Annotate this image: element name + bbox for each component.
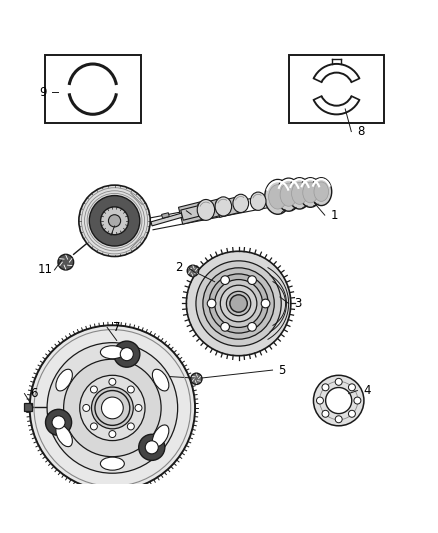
Circle shape	[135, 405, 142, 411]
Circle shape	[322, 410, 329, 417]
Ellipse shape	[100, 346, 124, 359]
Ellipse shape	[311, 177, 332, 206]
Ellipse shape	[152, 425, 169, 447]
Circle shape	[83, 405, 90, 411]
Bar	[216, 197, 241, 217]
Text: 6: 6	[30, 387, 38, 400]
Circle shape	[47, 343, 178, 473]
Ellipse shape	[268, 184, 287, 209]
Text: 4: 4	[363, 384, 371, 397]
Polygon shape	[181, 206, 201, 220]
Circle shape	[354, 397, 361, 404]
Bar	[198, 199, 224, 220]
Circle shape	[80, 375, 145, 441]
Circle shape	[248, 322, 256, 331]
Ellipse shape	[265, 180, 291, 214]
Circle shape	[109, 378, 116, 385]
Circle shape	[186, 251, 291, 356]
Text: 10: 10	[94, 229, 109, 241]
Circle shape	[102, 397, 123, 419]
Circle shape	[220, 285, 257, 322]
Circle shape	[261, 299, 270, 308]
Ellipse shape	[215, 197, 232, 216]
Circle shape	[335, 378, 342, 385]
Text: 5: 5	[279, 364, 286, 377]
Ellipse shape	[100, 457, 124, 470]
Circle shape	[191, 373, 202, 384]
Circle shape	[90, 386, 97, 393]
Ellipse shape	[276, 178, 301, 211]
Ellipse shape	[292, 182, 307, 204]
Text: 11: 11	[37, 263, 53, 277]
Circle shape	[58, 254, 74, 270]
Ellipse shape	[303, 182, 318, 203]
Circle shape	[221, 322, 230, 331]
Circle shape	[145, 441, 158, 454]
Circle shape	[203, 268, 274, 339]
Circle shape	[248, 276, 256, 285]
Circle shape	[139, 434, 165, 461]
Bar	[45, 55, 141, 123]
Circle shape	[30, 325, 195, 491]
Ellipse shape	[56, 425, 72, 447]
Ellipse shape	[314, 182, 328, 201]
Circle shape	[109, 215, 120, 227]
Circle shape	[90, 423, 97, 430]
Bar	[24, 403, 32, 410]
Polygon shape	[151, 213, 183, 226]
Circle shape	[127, 386, 134, 393]
Ellipse shape	[280, 183, 297, 206]
Circle shape	[95, 391, 130, 425]
Bar	[162, 213, 170, 218]
Circle shape	[314, 375, 364, 426]
Circle shape	[92, 387, 133, 429]
Circle shape	[89, 196, 140, 246]
Text: 12: 12	[193, 208, 208, 221]
Text: 2: 2	[175, 261, 183, 274]
Circle shape	[322, 384, 329, 391]
Circle shape	[349, 410, 355, 417]
Text: 8: 8	[357, 125, 364, 138]
Circle shape	[325, 387, 352, 414]
Ellipse shape	[197, 199, 215, 220]
Bar	[289, 55, 385, 123]
Bar	[179, 201, 206, 224]
Circle shape	[52, 416, 65, 429]
Ellipse shape	[300, 177, 321, 207]
Circle shape	[109, 431, 116, 438]
Ellipse shape	[233, 194, 249, 213]
Circle shape	[120, 348, 133, 361]
Circle shape	[207, 299, 216, 308]
Ellipse shape	[251, 192, 266, 211]
Circle shape	[101, 207, 128, 235]
Circle shape	[317, 397, 323, 404]
Circle shape	[46, 409, 72, 435]
Text: 9: 9	[39, 86, 46, 99]
Circle shape	[196, 261, 281, 346]
Circle shape	[79, 185, 150, 256]
Text: 1: 1	[331, 208, 338, 222]
Circle shape	[114, 341, 140, 367]
Circle shape	[215, 279, 262, 327]
Circle shape	[64, 359, 161, 457]
Circle shape	[226, 292, 251, 316]
Text: 7: 7	[113, 321, 120, 334]
Circle shape	[349, 384, 355, 391]
Circle shape	[127, 423, 134, 430]
Ellipse shape	[152, 369, 169, 391]
Circle shape	[221, 276, 230, 285]
Ellipse shape	[288, 177, 311, 209]
Circle shape	[187, 265, 198, 277]
Text: 3: 3	[294, 297, 302, 310]
Circle shape	[230, 295, 247, 312]
Ellipse shape	[56, 369, 72, 391]
Circle shape	[209, 274, 268, 333]
Circle shape	[335, 416, 342, 423]
